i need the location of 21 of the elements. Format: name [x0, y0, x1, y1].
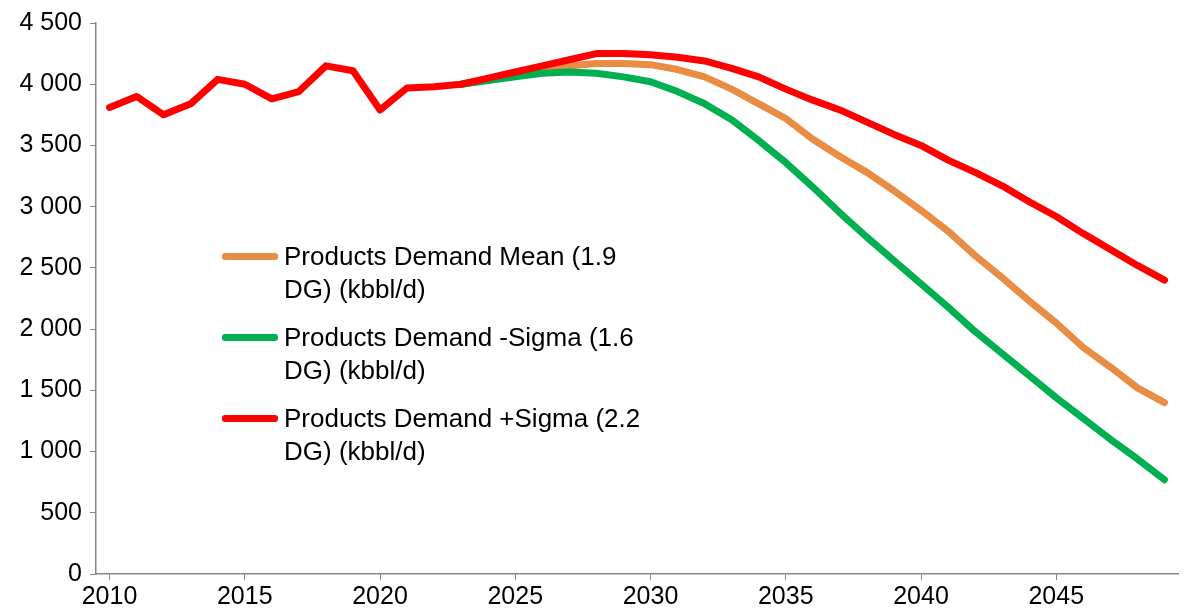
y-tick-label: 500 — [40, 496, 82, 525]
y-tick-label: 1 000 — [19, 435, 82, 464]
x-tick-label: 2045 — [1028, 580, 1085, 609]
y-tick-label: 2 000 — [19, 313, 82, 341]
x-tick-label: 2015 — [216, 580, 273, 609]
y-tick-label: 3 500 — [19, 129, 82, 158]
y-tick-label: 0 — [68, 557, 82, 586]
y-tick-label: 4 000 — [19, 68, 82, 97]
y-tick-label: 1 500 — [19, 374, 82, 403]
y-tick-label: 3 000 — [19, 190, 82, 219]
y-tick-label: 2 500 — [19, 251, 82, 280]
x-tick-label: 2030 — [622, 580, 679, 609]
x-tick-label: 2040 — [893, 580, 949, 609]
x-tick-label: 2010 — [81, 580, 138, 609]
legend-label: Products Demand -Sigma (1.6 DG) (kbbl/d) — [284, 321, 635, 387]
x-tick-label: 2025 — [487, 580, 544, 609]
x-tick-label: 2035 — [757, 580, 814, 609]
x-tick-label: 2020 — [352, 580, 408, 609]
legend-label: Products Demand Mean (1.9 DG) (kbbl/d) — [284, 240, 618, 306]
y-tick-label: 4 500 — [19, 6, 82, 35]
legend-label: Products Demand +Sigma (2.2 DG) (kbbl/d) — [284, 402, 642, 468]
